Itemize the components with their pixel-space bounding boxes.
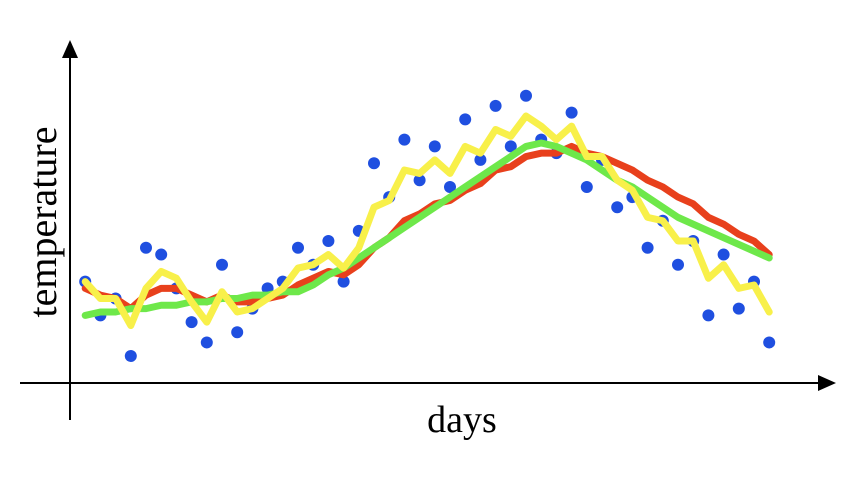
data-point [337,275,350,288]
y-axis-label: temperature [20,127,65,318]
data-point [489,99,502,112]
data-point [292,241,304,254]
series-line [81,139,773,319]
y-axis-arrow [62,40,78,58]
data-point [185,316,198,329]
data-point [231,326,244,339]
x-axis-label: days [427,399,497,441]
data-point [124,349,137,362]
data-point [717,248,730,261]
data-point [504,140,517,153]
data-point [428,140,441,153]
plot-area [79,89,776,362]
data-point [672,258,684,271]
data-point [565,106,578,119]
data-point [474,153,487,166]
data-point [763,336,776,349]
series-line [81,112,773,330]
data-point [702,309,715,322]
data-point [732,302,745,315]
data-point [140,241,152,254]
data-point [155,248,168,261]
data-point [368,157,380,170]
data-point [459,113,472,126]
data-point [444,180,456,193]
data-point [611,201,624,214]
data-point [580,180,593,193]
data-point [200,336,213,349]
x-axis-arrow [818,375,836,391]
data-point [398,133,411,146]
data-point [216,258,228,271]
data-point [520,89,532,102]
data-point [413,174,426,187]
data-point [322,235,335,248]
data-point [641,241,654,254]
